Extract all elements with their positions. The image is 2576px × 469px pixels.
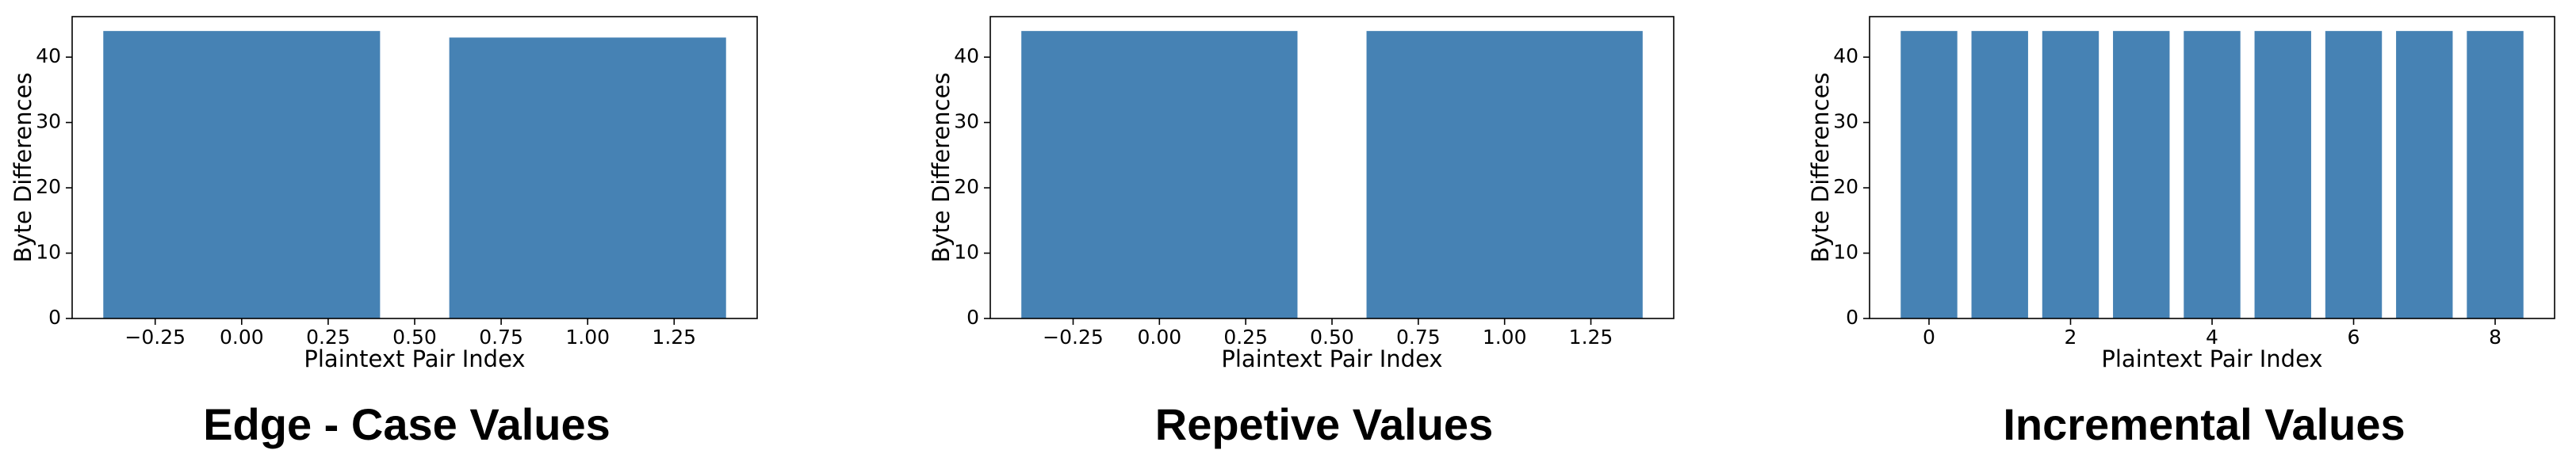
x-tick-label: 0.25	[1223, 326, 1268, 349]
x-tick-label: 1.25	[1569, 326, 1613, 349]
y-tick-label: 30	[36, 110, 61, 133]
y-tick-label: 20	[1833, 175, 1858, 198]
y-tick-label: 20	[36, 175, 61, 198]
x-tick-label: 0.25	[306, 326, 350, 349]
x-tick-label: 0.50	[1310, 326, 1354, 349]
x-tick-label: 1.25	[652, 326, 696, 349]
bar	[2184, 31, 2241, 319]
y-axis-label: Byte Differences	[928, 72, 955, 262]
bar	[2467, 31, 2524, 319]
x-tick-label: 1.00	[1483, 326, 1527, 349]
y-tick-label: 40	[36, 44, 61, 67]
x-tick-label: 0.75	[1396, 326, 1441, 349]
y-tick-label: 10	[954, 241, 979, 264]
bar	[1971, 31, 2028, 319]
y-tick-label: 10	[1833, 241, 1858, 264]
chart-caption: Edge - Case Values	[203, 399, 611, 449]
y-tick-label: 10	[36, 241, 61, 264]
x-tick-label: 0	[1923, 326, 1935, 349]
x-axis-label: Plaintext Pair Index	[1221, 345, 1442, 372]
y-tick-label: 30	[954, 110, 979, 133]
y-tick-label: 0	[966, 306, 979, 329]
bar	[2325, 31, 2383, 319]
y-tick-label: 0	[1846, 306, 1858, 329]
x-tick-label: 0.00	[1137, 326, 1181, 349]
y-tick-label: 30	[1833, 110, 1858, 133]
y-tick-label: 40	[1833, 44, 1858, 67]
bar	[103, 31, 381, 319]
chart-caption: Incremental Values	[2003, 399, 2405, 449]
bar	[2254, 31, 2311, 319]
bar	[1900, 31, 1958, 319]
x-tick-label: 1.00	[565, 326, 610, 349]
x-tick-label: 8	[2489, 326, 2501, 349]
bar	[2042, 31, 2099, 319]
x-tick-label: 4	[2206, 326, 2218, 349]
x-tick-label: 0.75	[479, 326, 523, 349]
x-tick-label: 2	[2065, 326, 2077, 349]
x-tick-label: 0.00	[220, 326, 264, 349]
bar	[1021, 31, 1298, 319]
y-axis-label: Byte Differences	[1807, 72, 1834, 262]
chart-caption: Repetive Values	[1155, 399, 1493, 449]
bar	[1366, 31, 1643, 319]
x-tick-label: −0.25	[124, 326, 186, 349]
x-axis-label: Plaintext Pair Index	[304, 345, 525, 372]
y-axis-label: Byte Differences	[10, 72, 36, 262]
x-axis-label: Plaintext Pair Index	[2101, 345, 2322, 372]
bar	[2396, 31, 2453, 319]
y-tick-label: 40	[954, 44, 979, 67]
x-tick-label: 6	[2348, 326, 2360, 349]
bar	[2113, 31, 2170, 319]
y-tick-label: 0	[48, 306, 61, 329]
x-tick-label: −0.25	[1043, 326, 1104, 349]
bar	[449, 37, 726, 318]
x-tick-label: 0.50	[392, 326, 437, 349]
y-tick-label: 20	[954, 175, 979, 198]
